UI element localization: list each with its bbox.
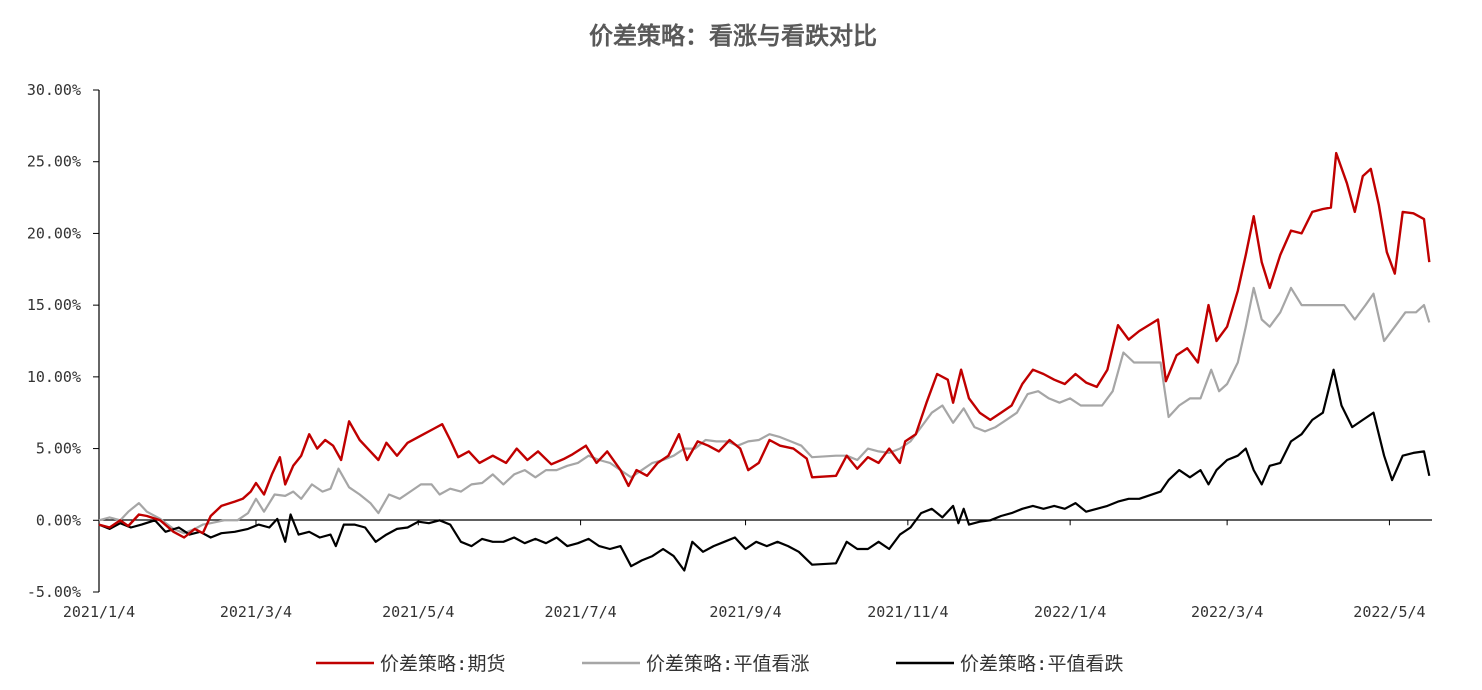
y-tick-label: -5.00% [27,583,81,601]
y-tick-label: 5.00% [36,440,81,458]
x-tick-label: 2021/1/4 [63,603,135,621]
chart-title: 价差策略：看涨与看跌对比 [589,22,877,50]
plot-area: 30.00% 25.00% 20.00% 15.00% 10.00% 5.00% 0.00%… [27,81,1432,621]
legend-label: 价差策略:平值看跌 [960,653,1123,675]
x-tick-label: 2021/11/4 [867,603,948,621]
y-tick-label: 0.00% [36,511,81,529]
y-tick-label: 20.00% [27,224,81,242]
x-tick-label: 2022/3/4 [1191,603,1263,621]
y-tick-label: 30.00% [27,81,81,99]
x-tick-label: 2021/5/4 [382,603,454,621]
y-tick-label: 15.00% [27,296,81,314]
x-tick-label: 2021/7/4 [544,603,616,621]
x-tick-label: 2021/3/4 [220,603,292,621]
series-line-3 [98,368,1431,572]
x-tick-label: 2022/1/4 [1034,603,1106,621]
y-ticks: 30.00% 25.00% 20.00% 15.00% 10.00% 5.00% 0.00%… [27,81,99,601]
legend: 价差策略:期货 价差策略:平值看涨 价差策略:平值看跌 [316,653,1123,675]
series-line-1 [98,151,1431,539]
x-tick-label: 2022/5/4 [1353,603,1425,621]
series-lines [98,151,1431,572]
x-ticks: 2021/1/4 2021/3/4 2021/5/4 2021/7/4 2021/9/4… [63,520,1426,621]
legend-label: 价差策略:平值看涨 [646,653,809,675]
y-tick-label: 10.00% [27,368,81,386]
series-line-2 [98,286,1431,535]
x-tick-label: 2021/9/4 [709,603,781,621]
legend-label: 价差策略:期货 [380,653,505,675]
y-tick-label: 25.00% [27,153,81,171]
